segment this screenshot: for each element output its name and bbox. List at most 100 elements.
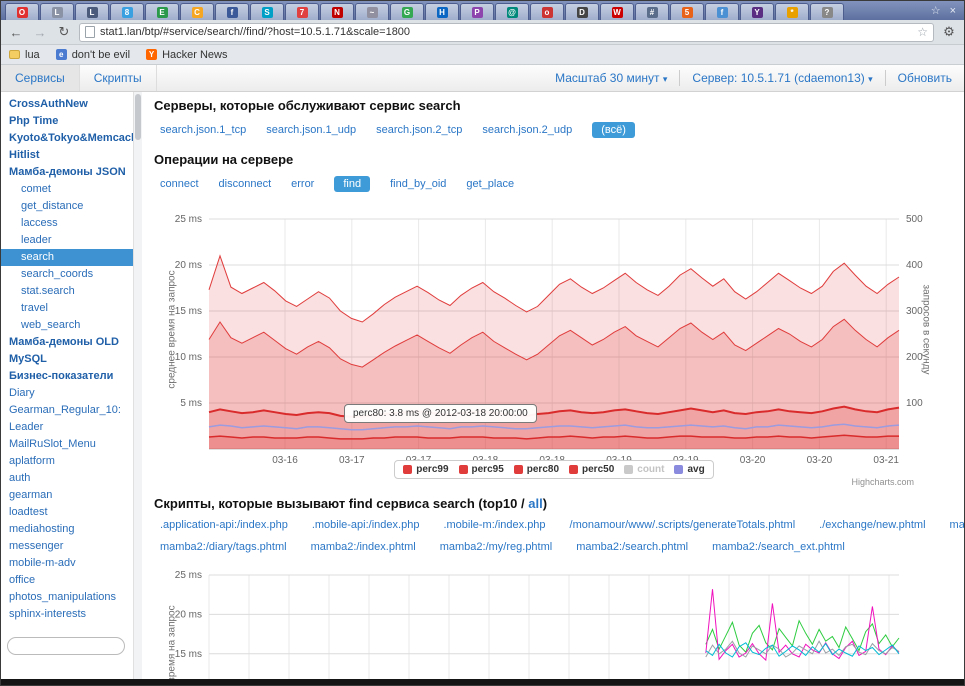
bookmark-item[interactable]: Y Hacker News	[146, 49, 227, 61]
sidebar-item-diary[interactable]: Diary	[9, 387, 35, 399]
sidebar-item-gearman-regular-10-[interactable]: Gearman_Regular_10:	[9, 404, 121, 416]
wrench-menu-icon[interactable]: ⚙	[943, 24, 955, 39]
browser-tab-1[interactable]: O	[5, 3, 39, 20]
sidebar-item-comet[interactable]: comet	[21, 183, 51, 195]
browser-tab-11[interactable]: ~	[355, 3, 389, 20]
browser-tab-7[interactable]: f	[215, 3, 249, 20]
legend-item-perc99[interactable]: perc99	[403, 464, 449, 475]
sidebar-item-web-search[interactable]: web_search	[21, 319, 81, 331]
sidebar-search-input[interactable]	[7, 637, 125, 655]
bookmark-item[interactable]: e don't be evil	[55, 49, 130, 61]
browser-tab-9[interactable]: 7	[285, 3, 319, 20]
forward-button[interactable]: →	[33, 24, 47, 40]
op-link-error[interactable]: error	[291, 178, 315, 190]
browser-tab-6[interactable]: C	[180, 3, 214, 20]
script-link[interactable]: /monamour/www/.scripts/generateTotals.ph…	[569, 519, 796, 531]
browser-tab-20[interactable]: 5	[670, 3, 704, 20]
script-link[interactable]: mamba2:/diary/tags.phtml	[160, 541, 287, 553]
sidebar-item-office[interactable]: office	[9, 574, 36, 586]
sidebar-item-stat-search[interactable]: stat.search	[21, 285, 75, 297]
sidebar-item-search[interactable]: search	[1, 249, 133, 266]
sidebar-item-photos-manipulations[interactable]: photos_manipulations	[9, 591, 117, 603]
address-bar[interactable]: stat1.lan/btp/#service/search//find/?hos…	[79, 22, 934, 42]
script-link[interactable]: .mobile-api:/index.php	[311, 519, 420, 531]
server-link-search.json.2_tcp[interactable]: search.json.2_tcp	[376, 124, 463, 136]
sidebar-item-leader[interactable]: leader	[21, 234, 52, 246]
bookmark-star-icon[interactable]: ☆	[930, 5, 941, 17]
browser-tab-8[interactable]: S	[250, 3, 284, 20]
highcharts-credit[interactable]: Highcharts.com	[851, 477, 914, 487]
back-button[interactable]: ←	[9, 24, 23, 40]
browser-tab-3[interactable]: L	[75, 3, 109, 20]
browser-tab-21[interactable]: f	[705, 3, 739, 20]
op-link-disconnect[interactable]: disconnect	[218, 178, 272, 190]
sidebar-scrollbar[interactable]	[133, 92, 142, 679]
bookmark-star-icon[interactable]: ☆	[917, 25, 928, 39]
script-link[interactable]: mamba2:/index.phtml	[310, 541, 416, 553]
browser-tab-18[interactable]: W	[600, 3, 634, 20]
tab-scripts[interactable]: Скрипты	[80, 65, 157, 91]
browser-tab-17[interactable]: D	[565, 3, 599, 20]
server-link-search.json.1_tcp[interactable]: search.json.1_tcp	[160, 124, 247, 136]
sidebar-item-leader[interactable]: Leader	[9, 421, 44, 433]
sidebar-item-travel[interactable]: travel	[21, 302, 48, 314]
sidebar-item-messenger[interactable]: messenger	[9, 540, 64, 552]
sidebar-item-мамба-демоны-old[interactable]: Мамба-демоны OLD	[9, 336, 119, 348]
op-link-find[interactable]: find	[334, 176, 371, 192]
server-link-search.json.1_udp[interactable]: search.json.1_udp	[266, 124, 357, 136]
sidebar-item-mailruslot-menu[interactable]: MailRuSlot_Menu	[9, 438, 96, 450]
script-link[interactable]: .mobile-m:/index.php	[443, 519, 546, 531]
script-link[interactable]: mamba2:/my/reg.phtml	[439, 541, 553, 553]
browser-tab-12[interactable]: G	[390, 3, 424, 20]
script-link[interactable]: mamba2:/search.phtml	[576, 541, 689, 553]
browser-tab-22[interactable]: Y	[740, 3, 774, 20]
sidebar-item-auth[interactable]: auth	[9, 472, 31, 484]
sidebar-item-laccess[interactable]: laccess	[21, 217, 58, 229]
browser-tab-16[interactable]: o	[530, 3, 564, 20]
legend-item-count[interactable]: count	[624, 464, 664, 475]
browser-tab-15[interactable]: @	[495, 3, 529, 20]
sidebar-item-kyoto-tokyo-memcache[interactable]: Kyoto&Tokyo&Memcache	[9, 132, 133, 144]
sidebar-item-бизнес-показатели[interactable]: Бизнес-показатели	[9, 370, 114, 382]
sidebar-item-mediahosting[interactable]: mediahosting	[9, 523, 75, 535]
sidebar-item-loadtest[interactable]: loadtest	[9, 506, 48, 518]
script-link[interactable]: ./exchange/new.phtml	[819, 519, 926, 531]
sidebar-item-gearman[interactable]: gearman	[9, 489, 53, 501]
legend-item-perc80[interactable]: perc80	[513, 464, 559, 475]
sidebar-item-search-coords[interactable]: search_coords	[21, 268, 94, 280]
window-close-icon[interactable]: ×	[949, 4, 956, 17]
script-link[interactable]: .application-api:/index.php	[160, 519, 288, 531]
browser-tab-5[interactable]: E	[145, 3, 179, 20]
script-link[interactable]: mamba2:/search_ext.phtml	[712, 541, 845, 553]
sidebar-item-php-time[interactable]: Php Time	[9, 115, 59, 127]
browser-tab-4[interactable]: 8	[110, 3, 144, 20]
legend-item-avg[interactable]: avg	[674, 464, 705, 475]
legend-item-perc95[interactable]: perc95	[458, 464, 504, 475]
op-link-connect[interactable]: connect	[160, 178, 199, 190]
tab-services[interactable]: Сервисы	[1, 65, 80, 91]
browser-tab-13[interactable]: H	[425, 3, 459, 20]
bookmark-item[interactable]: lua	[9, 49, 40, 61]
sidebar-item-мамба-демоны-json[interactable]: Мамба-демоны JSON	[9, 166, 126, 178]
sidebar-item-mysql[interactable]: MySQL	[9, 353, 47, 365]
server-dropdown[interactable]: Сервер: 10.5.1.71 (cdaemon13) ▾	[680, 65, 884, 92]
legend-item-perc50[interactable]: perc50	[569, 464, 614, 475]
server-link-search.json.2_udp[interactable]: search.json.2_udp	[482, 124, 573, 136]
scripts-all-link[interactable]: all	[528, 496, 543, 511]
browser-tab-2[interactable]: L	[40, 3, 74, 20]
script-link[interactable]: mamba2:/anketa.phtml	[949, 519, 964, 531]
browser-tab-24[interactable]: ?	[810, 3, 844, 20]
browser-tab-10[interactable]: N	[320, 3, 354, 20]
refresh-link[interactable]: Обновить	[897, 71, 952, 85]
op-link-get_place[interactable]: get_place	[466, 178, 515, 190]
scale-dropdown[interactable]: Масштаб 30 минут ▾	[543, 65, 679, 92]
sidebar-item-hitlist[interactable]: Hitlist	[9, 149, 40, 161]
sidebar-scrollbar-thumb[interactable]	[135, 94, 141, 140]
op-link-find_by_oid[interactable]: find_by_oid	[390, 178, 447, 190]
browser-tab-19[interactable]: #	[635, 3, 669, 20]
sidebar-item-sphinx-interests[interactable]: sphinx-interests	[9, 608, 87, 620]
sidebar-item-crossauthnew[interactable]: CrossAuthNew	[9, 98, 88, 110]
server-all-button[interactable]: (всё)	[592, 122, 635, 138]
reload-button[interactable]: ↻	[58, 24, 70, 39]
sidebar-item-aplatform[interactable]: aplatform	[9, 455, 55, 467]
